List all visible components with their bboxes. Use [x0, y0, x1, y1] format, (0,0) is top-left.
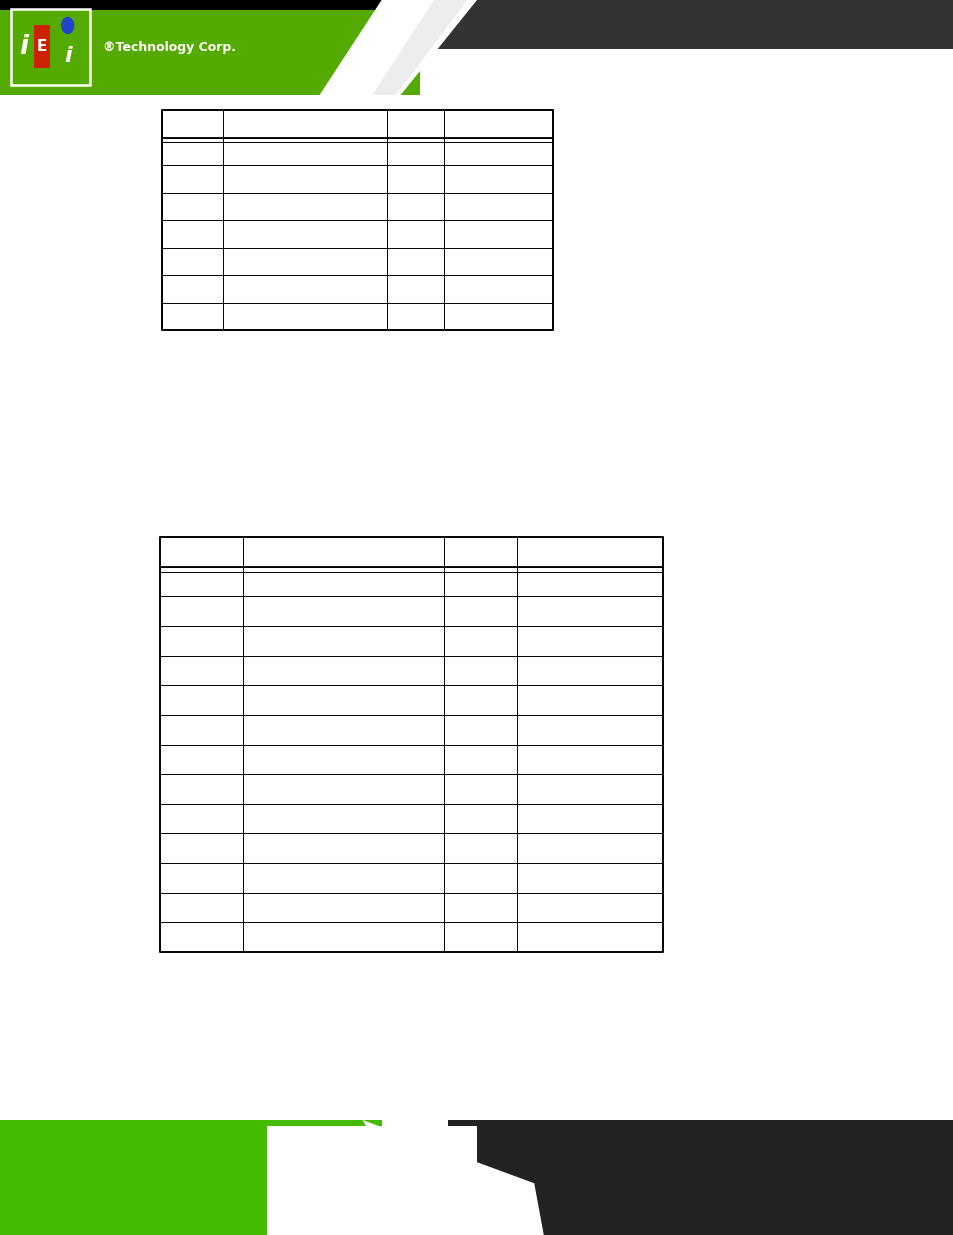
Polygon shape [267, 1126, 476, 1235]
FancyBboxPatch shape [11, 9, 90, 85]
FancyBboxPatch shape [419, 0, 953, 95]
FancyBboxPatch shape [34, 26, 50, 68]
Polygon shape [362, 1120, 543, 1235]
Polygon shape [319, 0, 476, 95]
Polygon shape [372, 0, 467, 95]
Text: E: E [37, 40, 47, 54]
Circle shape [61, 17, 74, 35]
FancyBboxPatch shape [0, 0, 953, 95]
FancyBboxPatch shape [0, 1120, 953, 1235]
FancyBboxPatch shape [419, 0, 953, 49]
Text: ®Technology Corp.: ®Technology Corp. [103, 41, 235, 54]
FancyBboxPatch shape [0, 1120, 381, 1235]
FancyBboxPatch shape [160, 537, 662, 952]
FancyBboxPatch shape [448, 1120, 953, 1235]
Text: i: i [64, 46, 71, 65]
FancyBboxPatch shape [162, 110, 553, 330]
Text: i: i [19, 33, 29, 59]
FancyBboxPatch shape [0, 0, 953, 10]
